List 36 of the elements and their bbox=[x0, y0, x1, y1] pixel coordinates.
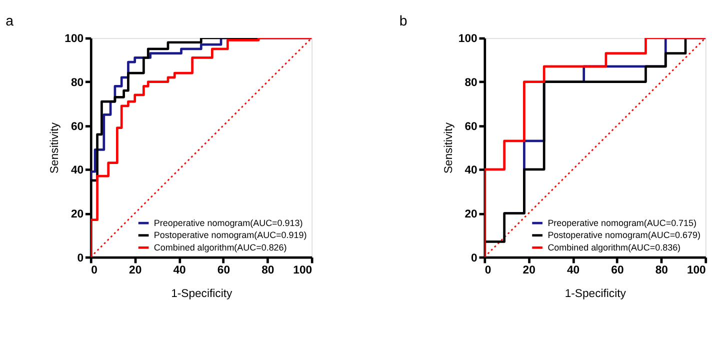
y-tick-label: 0 bbox=[77, 252, 84, 264]
y-tick-label: 60 bbox=[464, 120, 478, 133]
y-tick-label: 0 bbox=[471, 252, 478, 264]
legend-label: Combined algorithm(AUC=0.826) bbox=[154, 242, 287, 252]
x-tick-label: 0 bbox=[484, 264, 492, 277]
legend-label: Postoperative nomogram(AUC=0.679) bbox=[548, 230, 700, 240]
x-tick-label: 80 bbox=[262, 264, 274, 277]
x-tick-label: 100 bbox=[686, 264, 706, 277]
x-tick-label: 40 bbox=[173, 264, 186, 277]
chart-title: a bbox=[6, 14, 14, 30]
y-tick-label: 60 bbox=[70, 120, 84, 133]
y-tick-label: 40 bbox=[70, 164, 84, 177]
x-axis-title: 1-Specificity bbox=[171, 288, 232, 300]
x-tick-label: 20 bbox=[129, 264, 142, 277]
chart-title: b bbox=[399, 14, 408, 30]
x-tick-label: 0 bbox=[91, 264, 98, 277]
legend-label: Combined algorithm(AUC=0.836) bbox=[548, 242, 681, 252]
y-tick-label: 80 bbox=[70, 77, 84, 90]
y-tick-label: 100 bbox=[458, 33, 478, 46]
legend-label: Postoperative nomogram(AUC=0.919) bbox=[154, 230, 307, 240]
x-tick-label: 80 bbox=[655, 264, 668, 277]
y-tick-label: 20 bbox=[464, 208, 478, 220]
legend-label: Preoperative nomogram(AUC=0.913) bbox=[154, 218, 303, 228]
x-tick-label: 100 bbox=[293, 264, 312, 277]
x-axis-title: 1-Specificity bbox=[564, 288, 626, 300]
y-tick-label: 40 bbox=[464, 164, 478, 177]
y-axis-title: Sensitivity bbox=[442, 122, 455, 174]
x-tick-label: 20 bbox=[522, 264, 536, 277]
legend-label: Preoperative nomogram(AUC=0.715) bbox=[548, 218, 697, 228]
y-tick-label: 20 bbox=[70, 208, 84, 220]
x-tick-label: 60 bbox=[611, 264, 624, 277]
x-tick-label: 60 bbox=[217, 264, 230, 277]
y-tick-label: 80 bbox=[464, 77, 478, 90]
x-tick-label: 40 bbox=[566, 264, 580, 277]
y-axis-title: Sensitivity bbox=[49, 122, 62, 174]
y-tick-label: 100 bbox=[64, 33, 84, 46]
